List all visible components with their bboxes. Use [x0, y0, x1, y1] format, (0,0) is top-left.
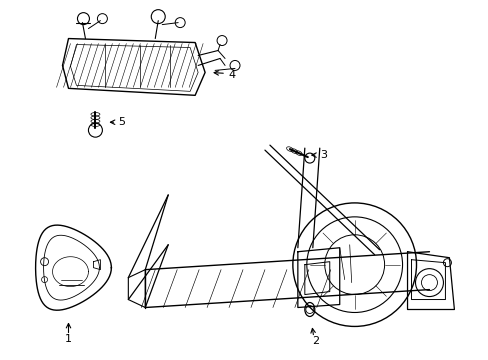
Text: 3: 3 [319, 150, 326, 160]
Text: 4: 4 [227, 71, 235, 80]
Text: 2: 2 [312, 336, 319, 346]
Text: 5: 5 [118, 117, 125, 127]
Text: 1: 1 [65, 334, 72, 345]
